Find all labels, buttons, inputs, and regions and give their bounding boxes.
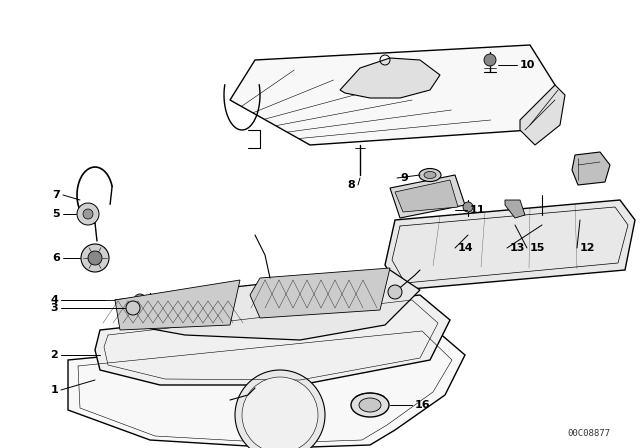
Text: 8: 8 <box>348 180 355 190</box>
Polygon shape <box>95 295 450 385</box>
Polygon shape <box>572 152 610 185</box>
Circle shape <box>77 203 99 225</box>
Ellipse shape <box>351 393 389 417</box>
Text: 7: 7 <box>52 190 60 200</box>
Text: 13: 13 <box>510 243 525 253</box>
Text: 6: 6 <box>52 253 60 263</box>
Circle shape <box>88 251 102 265</box>
Ellipse shape <box>424 172 436 178</box>
Text: 5: 5 <box>52 209 60 219</box>
Polygon shape <box>250 268 390 318</box>
Circle shape <box>126 301 140 315</box>
Text: 2: 2 <box>51 350 58 360</box>
Polygon shape <box>340 58 440 98</box>
Polygon shape <box>520 85 565 145</box>
Ellipse shape <box>359 398 381 412</box>
Polygon shape <box>505 200 525 218</box>
Polygon shape <box>395 180 458 212</box>
Text: 00C08877: 00C08877 <box>567 429 610 438</box>
Text: 9: 9 <box>400 173 408 183</box>
Polygon shape <box>115 270 420 340</box>
Circle shape <box>235 370 325 448</box>
Ellipse shape <box>419 168 441 181</box>
Circle shape <box>81 244 109 272</box>
Polygon shape <box>385 200 635 290</box>
Circle shape <box>463 202 473 212</box>
Circle shape <box>83 209 93 219</box>
Text: 12: 12 <box>580 243 595 253</box>
Polygon shape <box>390 175 465 218</box>
Text: 10: 10 <box>520 60 536 70</box>
Polygon shape <box>68 325 465 448</box>
Text: 11: 11 <box>470 205 486 215</box>
Text: 4: 4 <box>50 295 58 305</box>
Text: 1: 1 <box>51 385 58 395</box>
Circle shape <box>484 54 496 66</box>
Polygon shape <box>230 45 555 145</box>
Circle shape <box>388 285 402 299</box>
Circle shape <box>134 294 146 306</box>
Polygon shape <box>115 280 240 330</box>
Circle shape <box>242 377 318 448</box>
Text: 15: 15 <box>530 243 545 253</box>
Text: 3: 3 <box>51 303 58 313</box>
Text: 16: 16 <box>415 400 431 410</box>
Text: 14: 14 <box>458 243 474 253</box>
